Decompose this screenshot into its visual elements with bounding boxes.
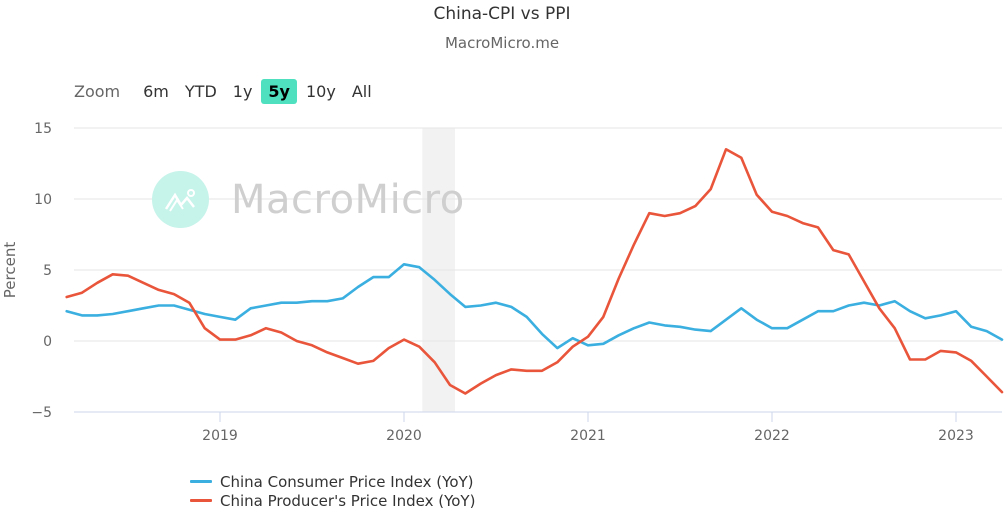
watermark: MacroMicro	[152, 171, 465, 228]
legend: China Consumer Price Index (YoY) China P…	[190, 472, 475, 510]
svg-text:2022: 2022	[754, 428, 790, 444]
x-axis: 2019 2020 2021 2022 2023	[202, 412, 974, 444]
svg-text:−5: −5	[31, 405, 52, 421]
zoom-5y-button[interactable]: 5y	[261, 79, 297, 104]
svg-text:2021: 2021	[570, 428, 606, 444]
zoom-6m-button[interactable]: 6m	[143, 82, 169, 101]
y-axis-title: Percent	[1, 242, 19, 299]
y-axis: −5 0 5 10 15	[31, 121, 52, 421]
ppi-line	[65, 148, 1004, 395]
zoom-ytd-button[interactable]: YTD	[184, 82, 217, 101]
svg-text:2023: 2023	[938, 428, 974, 444]
svg-text:2020: 2020	[386, 428, 422, 444]
cpi-line	[65, 262, 1004, 350]
zoom-all-button[interactable]: All	[351, 82, 372, 101]
svg-text:0: 0	[43, 334, 52, 350]
cpi-swatch-icon	[190, 480, 212, 483]
ppi-swatch-icon	[190, 499, 212, 502]
legend-label-cpi: China Consumer Price Index (YoY)	[220, 472, 474, 491]
svg-text:5: 5	[43, 263, 52, 279]
legend-item-ppi[interactable]: China Producer's Price Index (YoY)	[190, 491, 475, 510]
range-selector: Zoom 6m YTD 1y 5y 10y All	[74, 79, 381, 104]
macromicro-logo-icon	[152, 171, 209, 228]
chart-title: China-CPI vs PPI	[433, 4, 571, 24]
legend-label-ppi: China Producer's Price Index (YoY)	[220, 491, 476, 510]
svg-text:15: 15	[34, 121, 52, 137]
zoom-label: Zoom	[74, 82, 121, 101]
chart-subtitle: MacroMicro.me	[444, 34, 560, 52]
zoom-1y-button[interactable]: 1y	[232, 82, 253, 101]
series-lines	[65, 148, 1004, 395]
legend-item-cpi[interactable]: China Consumer Price Index (YoY)	[190, 472, 475, 491]
zoom-10y-button[interactable]: 10y	[305, 82, 336, 101]
watermark-text: MacroMicro	[231, 176, 465, 223]
grid-lines	[74, 127, 1002, 413]
svg-text:10: 10	[34, 192, 52, 208]
svg-text:2019: 2019	[202, 428, 238, 444]
